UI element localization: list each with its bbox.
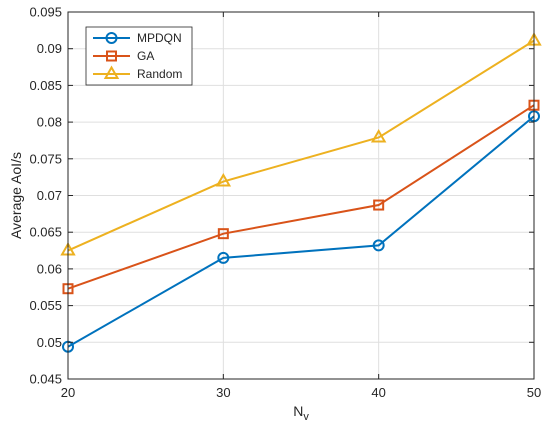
y-tick-label: 0.045 (29, 372, 62, 387)
y-tick-label: 0.05 (37, 335, 62, 350)
y-tick-label: 0.055 (29, 298, 62, 313)
data-point-mpdqn (217, 251, 230, 264)
legend-item-mpdqn: MPDQN (93, 31, 182, 45)
x-axis-label-main: N (293, 403, 303, 419)
series-layer (60, 32, 542, 353)
legend-label-random: Random (137, 67, 182, 81)
series-line-random (67, 39, 535, 252)
legend-marker-mpdqn (105, 32, 118, 44)
x-tick-label: 30 (216, 385, 230, 400)
series-line-mpdqn (67, 115, 535, 348)
data-point-random (370, 128, 387, 143)
legend-label-mpdqn: MPDQN (137, 31, 182, 45)
y-tick-label: 0.06 (37, 261, 62, 276)
y-tick-label: 0.065 (29, 225, 62, 240)
y-tick-label: 0.075 (29, 151, 62, 166)
data-point-ga (373, 199, 385, 211)
y-axis-label: Average AoI/s (8, 152, 24, 239)
x-axis-label: Nv (293, 403, 309, 423)
series-line-ga (67, 104, 535, 290)
legend-label-ga: GA (137, 49, 154, 63)
legend-marker-random (103, 65, 120, 79)
legend-item-ga: GA (93, 49, 154, 63)
y-tick-label: 0.07 (37, 188, 62, 203)
y-tick-label: 0.095 (29, 5, 62, 20)
x-axis-label-subscript: v (303, 411, 309, 423)
y-tick-label: 0.09 (37, 41, 62, 56)
legend: MPDQN GA Random (85, 26, 193, 86)
x-tick-label: 20 (61, 385, 75, 400)
x-tick-label: 40 (371, 385, 385, 400)
legend-item-random: Random (93, 65, 182, 81)
axis-ticks: 20 30 40 50 0.045 0.05 0.055 0.06 0.065 0.07 0.075… (29, 5, 541, 401)
data-point-mpdqn (372, 239, 385, 252)
data-point-random (215, 173, 232, 187)
data-point-ga (217, 228, 229, 240)
legend-marker-ga (106, 50, 117, 62)
y-tick-label: 0.08 (37, 115, 62, 130)
x-tick-label: 50 (527, 385, 541, 400)
y-tick-label: 0.085 (29, 78, 62, 93)
